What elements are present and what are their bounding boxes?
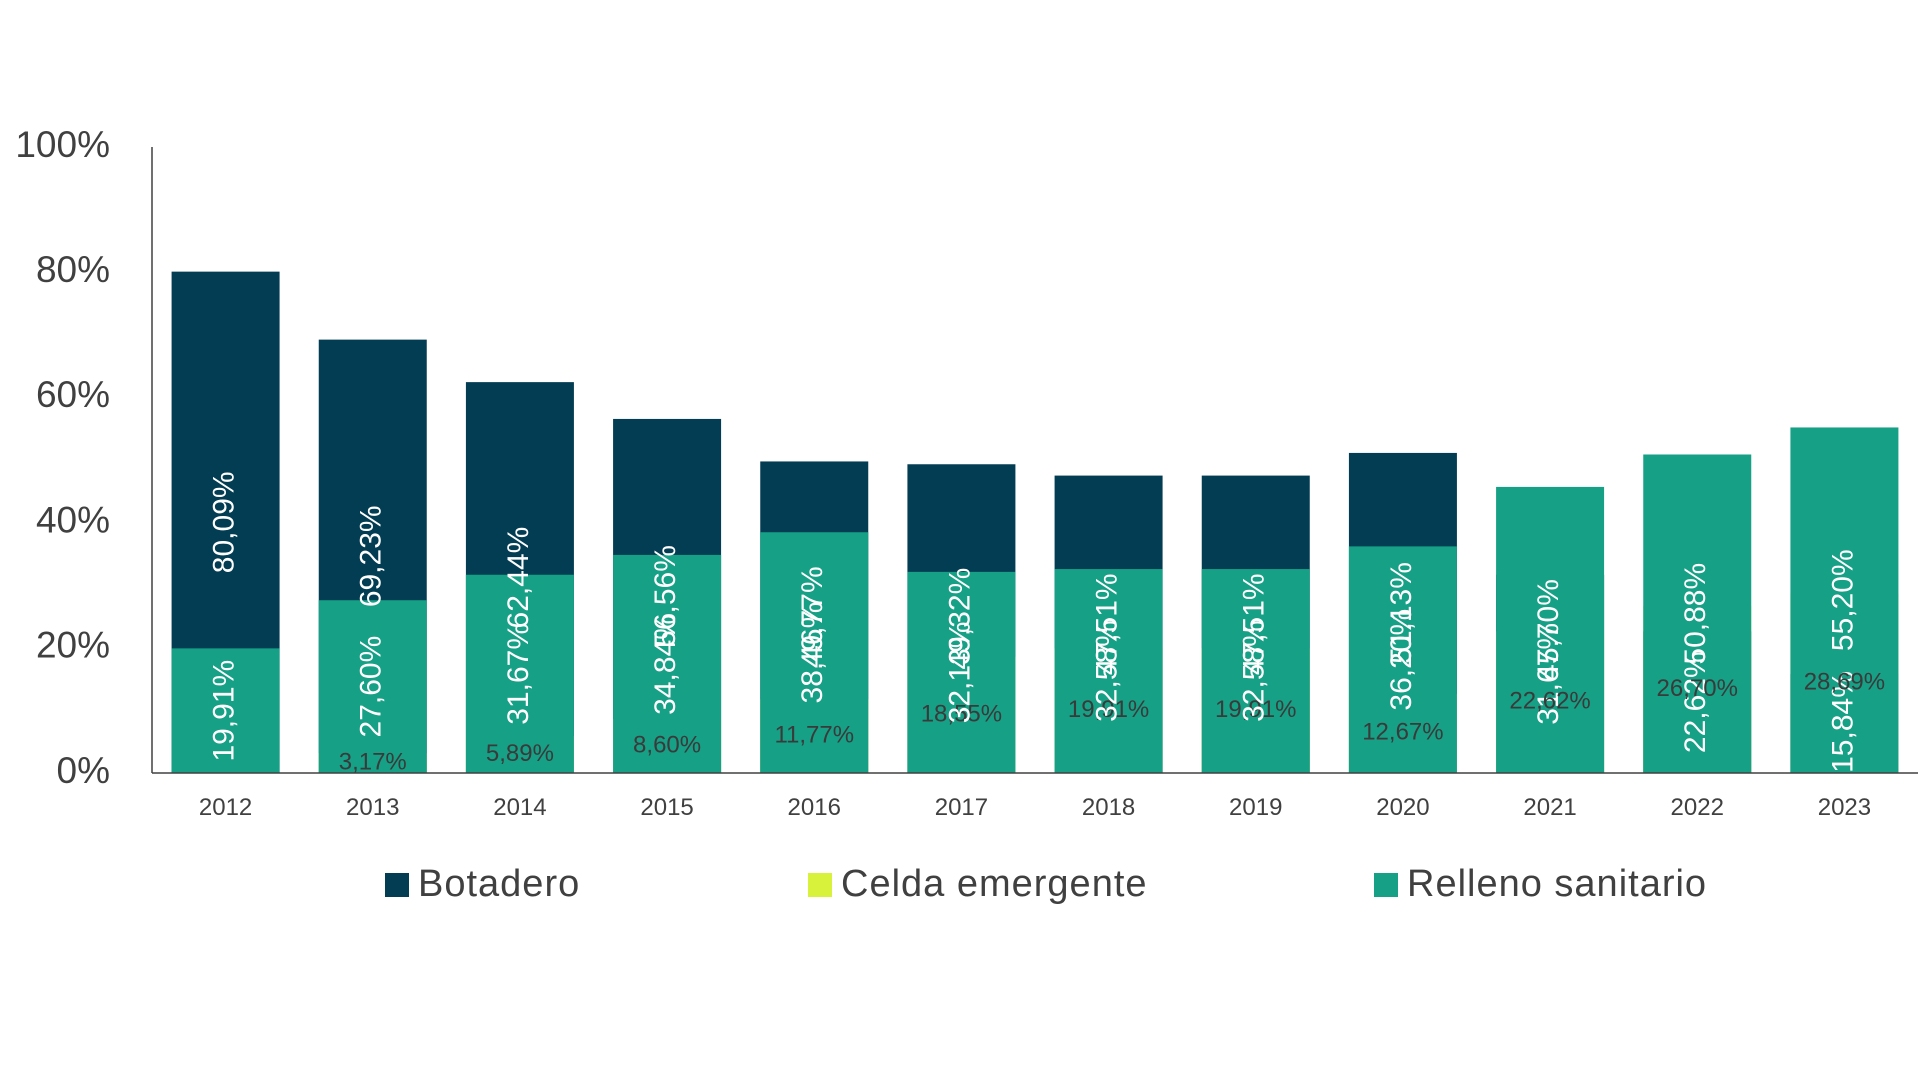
value-label-relleno-sanitario-2014: 31,67%	[502, 623, 535, 725]
value-label-celda-emergente-2013: 3,17%	[339, 748, 407, 775]
value-label-celda-emergente-2023: 28,69%	[1804, 669, 1885, 696]
value-label-celda-emergente-2020: 12,67%	[1362, 719, 1443, 746]
x-tick-label-2017: 2017	[935, 794, 988, 821]
bar-segment-relleno-sanitario-2022	[1643, 454, 1752, 773]
legend-label-botadero: Botadero	[418, 863, 580, 905]
bar-segment-relleno-sanitario-2018	[1054, 569, 1163, 773]
x-tick-label-2019: 2019	[1229, 794, 1282, 821]
value-label-relleno-sanitario-2017: 32,13%	[943, 622, 976, 724]
y-tick-label-100pct: 100%	[15, 124, 110, 165]
value-label-botadero-2022: 22,62%	[1679, 651, 1712, 753]
value-label-botadero-2017: 49,32%	[943, 568, 976, 670]
legend-swatch-relleno-sanitario	[1374, 873, 1398, 897]
value-label-botadero-2018: 47,51%	[1091, 573, 1124, 675]
x-tick-label-2023: 2023	[1818, 794, 1871, 821]
value-label-relleno-sanitario-2022: 50,88%	[1679, 563, 1712, 665]
x-tick-label-2013: 2013	[346, 794, 399, 821]
x-tick-label-2016: 2016	[788, 794, 841, 821]
value-label-relleno-sanitario-2018: 32,58%	[1091, 620, 1124, 722]
value-label-celda-emergente-2018: 19,91%	[1068, 696, 1149, 723]
bar-segment-relleno-sanitario-2012	[171, 648, 280, 773]
bar-segment-relleno-sanitario-2020	[1348, 546, 1457, 773]
value-label-celda-emergente-2016: 11,77%	[774, 722, 854, 749]
value-label-relleno-sanitario-2020: 36,20%	[1385, 609, 1418, 711]
y-tick-label-80pct: 80%	[36, 249, 110, 290]
bar-segment-relleno-sanitario-2017	[907, 571, 1016, 773]
y-tick-label-60pct: 60%	[36, 374, 110, 415]
legend-label-relleno-sanitario: Relleno sanitario	[1407, 863, 1707, 905]
value-label-botadero-2021: 31,67%	[1532, 623, 1565, 725]
bar-segment-relleno-sanitario-2015	[613, 554, 722, 773]
value-label-botadero-2015: 56,56%	[649, 545, 682, 647]
bar-segment-relleno-sanitario-2023	[1790, 427, 1899, 773]
value-label-celda-emergente-2014: 5,89%	[486, 740, 554, 767]
x-tick-label-2015: 2015	[640, 794, 693, 821]
legend-swatch-celda-emergente	[808, 873, 832, 897]
value-label-relleno-sanitario-2021: 45,70%	[1532, 579, 1565, 681]
x-tick-label-2014: 2014	[493, 794, 546, 821]
value-label-celda-emergente-2021: 22,62%	[1509, 688, 1590, 715]
legend-label-celda-emergente: Celda emergente	[841, 863, 1148, 905]
value-label-relleno-sanitario-2012: 19,91%	[208, 660, 241, 762]
x-tick-label-2012: 2012	[199, 794, 252, 821]
legend-swatch-botadero	[385, 873, 409, 897]
value-label-celda-emergente-2015: 8,60%	[633, 731, 701, 758]
value-label-botadero-2012: 80,09%	[208, 471, 241, 573]
value-label-celda-emergente-2019: 19,91%	[1215, 696, 1296, 723]
bar-segment-relleno-sanitario-2019	[1201, 569, 1310, 773]
bar-segment-relleno-sanitario-2016	[760, 532, 869, 773]
value-label-relleno-sanitario-2016: 38,46%	[796, 602, 829, 704]
x-tick-label-2021: 2021	[1523, 794, 1576, 821]
value-label-relleno-sanitario-2019: 32,58%	[1238, 620, 1271, 722]
x-tick-label-2018: 2018	[1082, 794, 1135, 821]
y-tick-label-0pct: 0%	[57, 750, 110, 791]
y-tick-label-40pct: 40%	[36, 499, 110, 540]
value-label-botadero-2016: 49,77%	[796, 566, 829, 668]
value-label-relleno-sanitario-2013: 27,60%	[355, 636, 388, 738]
value-label-relleno-sanitario-2023: 55,20%	[1826, 549, 1859, 651]
value-label-relleno-sanitario-2015: 34,84%	[649, 613, 682, 715]
value-label-botadero-2019: 47,51%	[1238, 573, 1271, 675]
bar-segment-relleno-sanitario-2014	[465, 574, 574, 773]
value-label-celda-emergente-2022: 26,70%	[1657, 675, 1738, 702]
value-label-botadero-2013: 69,23%	[355, 505, 388, 607]
value-label-celda-emergente-2017: 18,55%	[921, 700, 1002, 727]
axes-layer: 2012 2013 2014 2015 2016 2017 2018 2019 2020 2021…	[15, 124, 1918, 821]
x-tick-label-2022: 2022	[1671, 794, 1724, 821]
y-tick-label-20pct: 20%	[36, 625, 110, 666]
value-label-botadero-2023: 15,84%	[1826, 671, 1859, 773]
value-label-botadero-2014: 62,44%	[502, 527, 535, 629]
value-label-botadero-2020: 51,13%	[1385, 562, 1418, 664]
bars-layer	[171, 271, 1899, 773]
bar-segment-relleno-sanitario-2021	[1496, 486, 1605, 773]
value-labels-layer: 80,09% 19,91% 69,23% 3,17% 27,60% 62,44% 5,89%…	[208, 471, 1886, 775]
bar-segment-relleno-sanitario-2013	[318, 600, 427, 773]
legend: Botadero Celda emergente Relleno sanitario	[385, 863, 1707, 905]
x-tick-label-2020: 2020	[1376, 794, 1429, 821]
